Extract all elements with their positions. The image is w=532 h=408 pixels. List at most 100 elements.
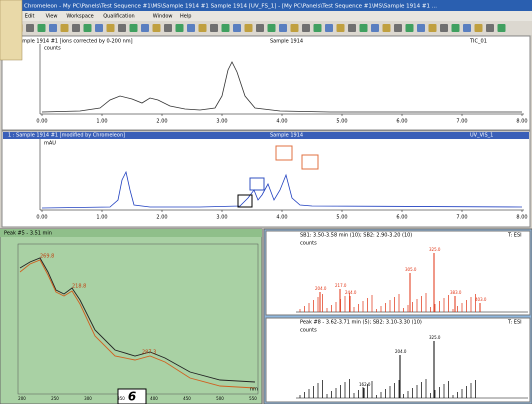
axis-unit: counts — [300, 241, 317, 247]
toolbar-button[interactable] — [95, 24, 103, 32]
x-tick-label: 5.00 — [336, 215, 347, 221]
x-tick-label: 1.00 — [96, 215, 107, 221]
toolbar-button[interactable] — [498, 24, 506, 32]
toolbar-button[interactable] — [38, 24, 46, 32]
chart-header: Sample 1914 — [270, 39, 303, 45]
x-tick-label: 350 — [117, 396, 125, 401]
toolbar-button[interactable] — [61, 24, 69, 32]
toolbar-button[interactable] — [268, 24, 276, 32]
x-tick-label: 0.00 — [36, 215, 47, 221]
menu-item[interactable]: Edit — [25, 14, 35, 20]
x-tick-label: 8.00 — [516, 119, 527, 125]
toolbar-button[interactable] — [84, 24, 92, 32]
toolbar-button[interactable] — [302, 24, 310, 32]
x-tick-label: 550 — [249, 396, 257, 401]
peak-label: 325.0 — [429, 335, 441, 340]
x-tick-label: 3.00 — [216, 215, 227, 221]
toolbar-button[interactable] — [72, 24, 80, 32]
peak-label: 287.3 — [142, 350, 156, 356]
axis-unit: mAU — [44, 141, 56, 147]
toolbar-button[interactable] — [337, 24, 345, 32]
badge: 6 — [128, 390, 136, 404]
x-tick-label: 4.00 — [276, 215, 287, 221]
x-tick-label: 0.00 — [36, 119, 47, 125]
peak-label: 244.0 — [345, 290, 357, 295]
toolbar-button[interactable] — [153, 24, 161, 32]
toolbar-button[interactable] — [440, 24, 448, 32]
x-tick-label: 450 — [183, 396, 191, 401]
toolbar-button[interactable] — [256, 24, 264, 32]
peak-label: 383.0 — [450, 290, 462, 295]
menu-item[interactable]: Window — [153, 14, 173, 20]
toolbar-button[interactable] — [49, 24, 57, 32]
toolbar-button[interactable] — [222, 24, 230, 32]
peak-label: 269.8 — [40, 254, 54, 260]
peak-label: 204.0 — [395, 349, 407, 354]
menu-item[interactable]: Help — [180, 14, 191, 20]
chart-header: 1 : Sample 1914 #1 [ions corrected by 0-… — [8, 39, 133, 45]
toolbar-button[interactable] — [176, 24, 184, 32]
window-title: Chromeleon - My PC\Panels\Test Sequence … — [24, 4, 437, 10]
toolbar-button[interactable] — [141, 24, 149, 32]
peak-label: 162.0 — [359, 382, 371, 387]
toolbar-button[interactable] — [291, 24, 299, 32]
toolbar-button[interactable] — [429, 24, 437, 32]
toolbar-button[interactable] — [130, 24, 138, 32]
toolbar-button[interactable] — [199, 24, 207, 32]
x-tick-label: 400 — [150, 396, 158, 401]
x-tick-label: 5.00 — [336, 119, 347, 125]
window-frame — [0, 0, 22, 60]
panel-corner: T: ESI — [507, 233, 522, 239]
toolbar-button[interactable] — [486, 24, 494, 32]
toolbar-button[interactable] — [325, 24, 333, 32]
axis-unit: counts — [44, 46, 61, 52]
toolbar-button[interactable] — [245, 24, 253, 32]
toolbar-button[interactable] — [406, 24, 414, 32]
toolbar-button[interactable] — [107, 24, 115, 32]
menu-item[interactable]: Workspace — [66, 14, 93, 20]
x-tick-label: 4.00 — [276, 119, 287, 125]
chart-header: TIC_01 — [469, 39, 487, 45]
x-tick-label: 200 — [18, 396, 26, 401]
toolbar-button[interactable] — [26, 24, 34, 32]
toolbar-button[interactable] — [118, 24, 126, 32]
toolbar-button[interactable] — [475, 24, 483, 32]
chromatogram-panel — [2, 36, 530, 130]
chromatogram-panel — [2, 131, 530, 227]
x-tick-label: 8.00 — [516, 215, 527, 221]
toolbar-button[interactable] — [371, 24, 379, 32]
toolbar-button[interactable] — [279, 24, 287, 32]
x-tick-label: 7.00 — [456, 215, 467, 221]
x-tick-label: 3.00 — [216, 119, 227, 125]
toolbar-button[interactable] — [383, 24, 391, 32]
peak-label: 218.8 — [72, 284, 86, 290]
chart-header: Sample 1914 — [270, 133, 303, 139]
menu-item[interactable]: Qualification — [103, 14, 135, 20]
axis-unit: nm — [250, 387, 258, 393]
toolbar-button[interactable] — [360, 24, 368, 32]
toolbar-button[interactable] — [314, 24, 322, 32]
peak-label: 204.0 — [315, 286, 327, 291]
toolbar-button[interactable] — [348, 24, 356, 32]
toolbar-button[interactable] — [417, 24, 425, 32]
toolbar-button[interactable] — [463, 24, 471, 32]
panel-title: Peak #8 - 3.62-3.71 min (5); SB2: 3.10-3… — [300, 320, 422, 326]
x-tick-label: 7.00 — [456, 119, 467, 125]
toolbar-button[interactable] — [210, 24, 218, 32]
toolbar-button[interactable] — [233, 24, 241, 32]
peak-label: 217.0 — [335, 283, 347, 288]
x-tick-label: 2.00 — [156, 119, 167, 125]
x-tick-label: 6.00 — [396, 119, 407, 125]
peak-label: 325.0 — [429, 247, 441, 252]
x-tick-label: 2.00 — [156, 215, 167, 221]
menu-item[interactable]: View — [46, 14, 58, 20]
peak-label: 403.0 — [475, 297, 487, 302]
toolbar-button[interactable] — [452, 24, 460, 32]
x-tick-label: 6.00 — [396, 215, 407, 221]
chart-header: 1 : Sample 1914 #1 [modified by Chromele… — [8, 133, 125, 139]
toolbar-button[interactable] — [164, 24, 172, 32]
x-tick-label: 1.00 — [96, 119, 107, 125]
toolbar-button[interactable] — [394, 24, 402, 32]
toolbar-button[interactable] — [187, 24, 195, 32]
chart-header: UV_VIS_1 — [470, 133, 493, 139]
